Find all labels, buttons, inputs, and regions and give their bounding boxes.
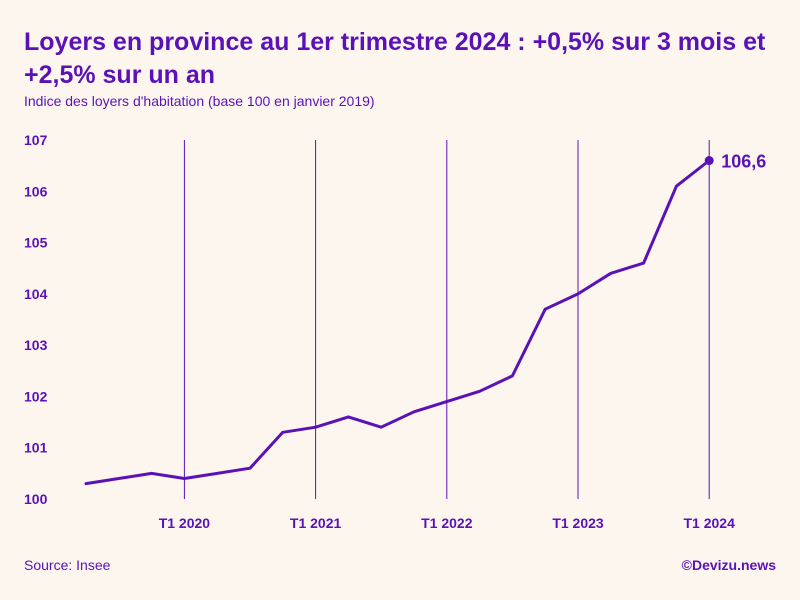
chart-title: Loyers en province au 1er trimestre 2024… (24, 28, 766, 89)
credit-logo: ©Devizu.news (681, 557, 776, 573)
x-tick-label: T1 2023 (552, 515, 604, 531)
y-tick-label: 103 (24, 337, 48, 353)
y-tick-label: 100 (24, 491, 48, 507)
y-tick-label: 105 (24, 235, 48, 251)
y-tick-label: 107 (24, 132, 48, 148)
x-tick-label: T1 2021 (290, 515, 342, 531)
y-tick-label: 106 (24, 183, 48, 199)
x-tick-label: T1 2022 (421, 515, 473, 531)
y-tick-label: 102 (24, 388, 48, 404)
y-tick-label: 104 (24, 286, 48, 302)
y-tick-label: 101 (24, 440, 48, 456)
last-point-marker (704, 156, 714, 166)
x-tick-label: T1 2020 (159, 515, 211, 531)
source-note: Source: Insee (24, 557, 111, 573)
last-value-label: 106,6 (721, 152, 766, 172)
series-line (84, 159, 711, 486)
x-tick-label: T1 2024 (684, 515, 736, 531)
chart-subtitle: Indice des loyers d'habitation (base 100… (24, 93, 375, 109)
